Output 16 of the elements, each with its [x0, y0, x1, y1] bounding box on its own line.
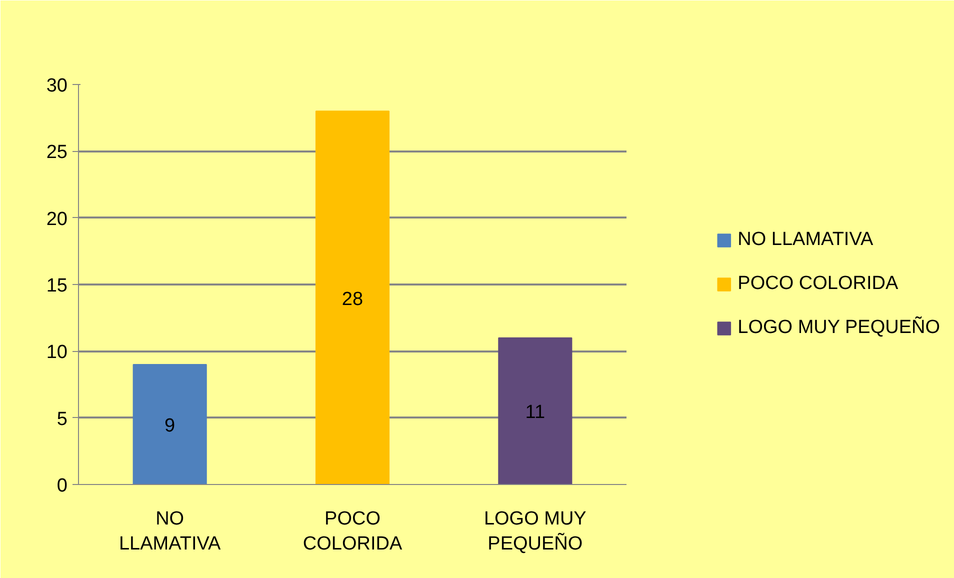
data-label: 9	[164, 416, 176, 436]
y-tick-label: 25	[46, 142, 68, 164]
data-label: 28	[342, 288, 364, 310]
x-tick-label: LOGO MUY PEQUEÑO	[484, 508, 587, 555]
y-tick-label: 15	[46, 276, 68, 296]
y-tick-label: 10	[46, 342, 68, 364]
y-tick-label: 30	[46, 76, 68, 96]
y-tick-label: 0	[56, 476, 68, 496]
legend-label: NO LLAMATIVA	[738, 229, 874, 251]
legend-label: POCO COLORIDA	[738, 273, 898, 295]
y-tick-label: 20	[46, 208, 68, 230]
legend-label: LOGO MUY PEQUEÑO	[738, 317, 940, 339]
y-tick-label: 5	[56, 408, 68, 430]
x-tick-label: POCO COLORIDA	[302, 508, 402, 555]
x-tick-label: NO LLAMATIVA	[118, 508, 222, 555]
data-label: 11	[525, 402, 546, 424]
